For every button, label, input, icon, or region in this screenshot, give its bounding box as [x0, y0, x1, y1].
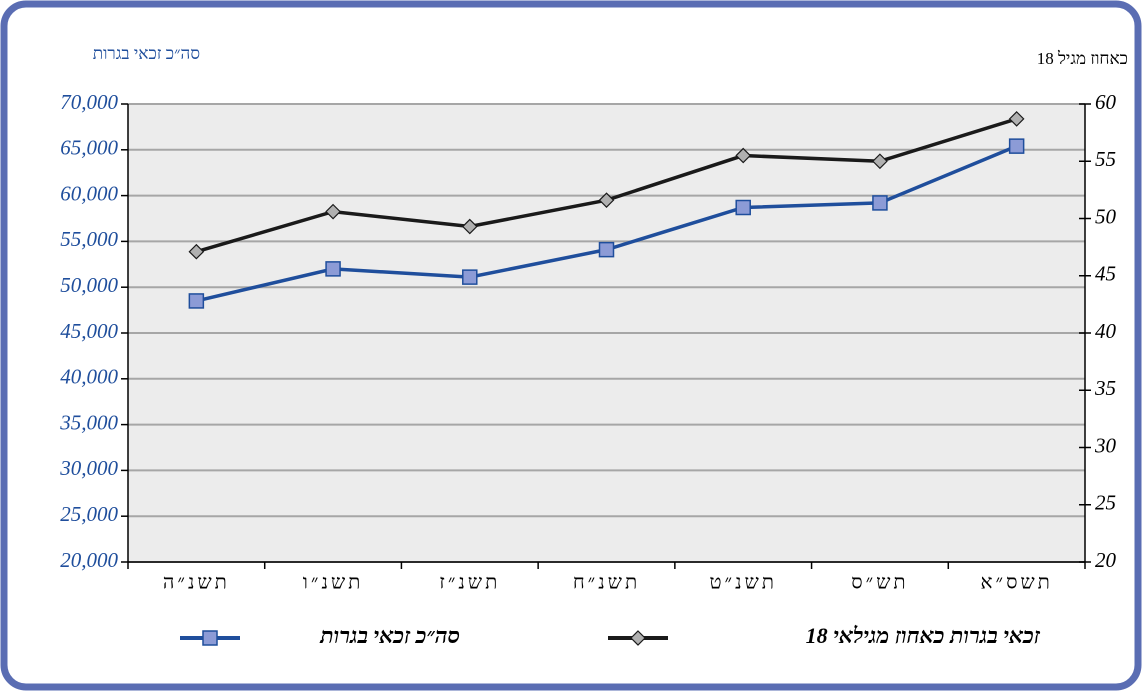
y2-tick-label: 30	[1094, 433, 1117, 457]
y-tick-label: 60,000	[60, 181, 118, 205]
legend-marker	[202, 630, 218, 646]
y-tick-label: 50,000	[60, 273, 118, 297]
y-tick-label: 35,000	[59, 410, 118, 434]
y2-tick-label: 45	[1095, 262, 1116, 286]
marker	[188, 243, 205, 260]
marker	[325, 203, 341, 220]
y-tick-label: 70,000	[60, 90, 118, 114]
y2-tick-label: 50	[1095, 204, 1117, 228]
y-tick-label: 30,000	[59, 456, 118, 480]
y-axis-title: סה״כ זכאי בגרות	[93, 44, 200, 63]
x-tick-label: תשנ״ה	[163, 572, 230, 594]
y-tick-label: 40,000	[60, 365, 118, 389]
marker	[325, 261, 341, 277]
y2-tick-label: 35	[1094, 376, 1116, 400]
legend-marker	[630, 630, 646, 646]
y2-tick-label: 20	[1095, 548, 1117, 572]
marker	[1008, 111, 1025, 127]
x-tick-label: תשנ״ט	[709, 572, 777, 594]
y2-axis-title: כאחוז מגיל 18	[1037, 49, 1128, 68]
x-tick-label: תש״ס	[851, 572, 908, 594]
marker	[1008, 138, 1025, 154]
y2-tick-label: 55	[1095, 147, 1116, 171]
legend-label: סה״כ זכאי בגרות	[319, 623, 460, 648]
y-tick-label: 45,000	[60, 319, 118, 343]
y-tick-label: 25,000	[60, 502, 118, 526]
x-tick-label: תשס״א	[980, 572, 1052, 594]
x-tick-label: תשנ״ח	[573, 572, 640, 594]
y2-tick-label: 25	[1095, 491, 1116, 515]
marker	[598, 241, 615, 258]
marker	[735, 199, 751, 216]
y-tick-label: 55,000	[60, 227, 118, 251]
x-tick-label: תשנ״ו	[303, 572, 364, 594]
marker	[188, 293, 205, 309]
marker	[462, 269, 478, 285]
marker	[598, 192, 615, 209]
marker	[461, 218, 478, 235]
y2-tick-label: 60	[1095, 90, 1117, 114]
legend-label: זכאי בגרות כאחוז מגילאי 18	[806, 623, 1041, 648]
y-tick-label: 20,000	[60, 548, 118, 572]
marker	[735, 147, 752, 164]
y-tick-label: 65,000	[60, 136, 118, 160]
y2-tick-label: 40	[1095, 319, 1117, 343]
x-tick-label: תשנ״ז	[439, 572, 500, 594]
marker	[872, 153, 888, 170]
marker	[872, 195, 888, 211]
